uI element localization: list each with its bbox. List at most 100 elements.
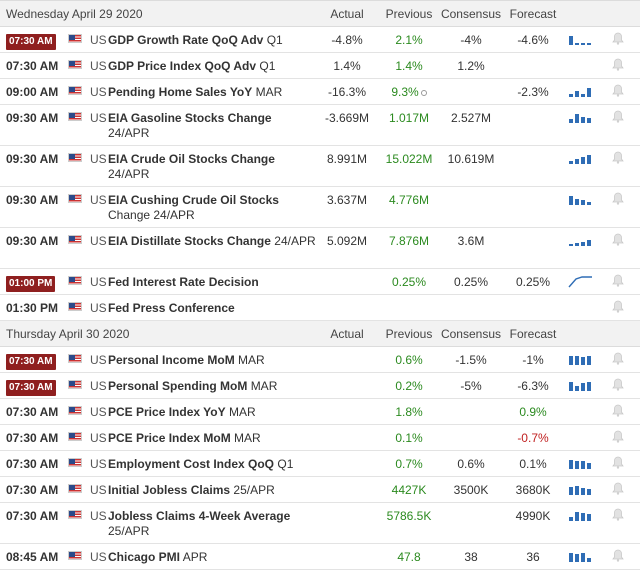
bell-icon[interactable]	[612, 399, 630, 417]
time-text: 08:45 AM	[6, 550, 59, 564]
event-title[interactable]: Personal Income MoM	[108, 353, 235, 367]
event-title[interactable]: EIA Crude Oil Stocks Change	[108, 152, 275, 166]
sparkline[interactable]	[564, 373, 612, 395]
bell-icon[interactable]	[612, 105, 630, 123]
actual-value: 5.092M	[326, 234, 368, 248]
event-title[interactable]: Pending Home Sales YoY	[108, 85, 253, 99]
sparkline[interactable]	[564, 347, 612, 369]
event-name[interactable]: GDP Growth Rate QoQ Adv Q1	[102, 27, 316, 48]
event-row[interactable]: 09:30 AM US EIA Crude Oil Stocks Change 24…	[0, 146, 640, 187]
event-name[interactable]: EIA Cushing Crude Oil Stocks Change 24/A…	[102, 187, 316, 223]
history-bars-icon	[569, 460, 591, 469]
event-name[interactable]: EIA Crude Oil Stocks Change 24/APR	[102, 146, 316, 182]
event-title[interactable]: Fed Press Conference	[108, 301, 235, 315]
event-name[interactable]: Fed Press Conference	[102, 295, 316, 316]
event-row[interactable]: 09:00 AM US Pending Home Sales YoY MAR -16.…	[0, 79, 640, 105]
bell-icon[interactable]	[612, 269, 630, 287]
country-code: US	[90, 457, 107, 471]
event-title[interactable]: Jobless Claims 4-Week Average	[108, 509, 291, 523]
event-name[interactable]: PCE Price Index MoM MAR	[102, 425, 316, 446]
sparkline[interactable]	[564, 53, 612, 58]
sparkline[interactable]	[564, 269, 612, 291]
event-title[interactable]: PCE Price Index MoM	[108, 431, 231, 445]
sparkline[interactable]	[564, 544, 612, 566]
event-title[interactable]: EIA Gasoline Stocks Change	[108, 111, 272, 125]
event-row[interactable]: 07:30 AM US Employment Cost Index QoQ Q1 0.…	[0, 451, 640, 477]
event-row[interactable]: 07:30 AM US PCE Price Index MoM MAR 0.1% -0.…	[0, 425, 640, 451]
forecast-value	[502, 295, 564, 301]
event-title[interactable]: EIA Distillate Stocks Change	[108, 234, 271, 248]
sparkline[interactable]	[564, 451, 612, 473]
sparkline[interactable]	[564, 228, 612, 250]
event-title[interactable]: Initial Jobless Claims	[108, 483, 231, 497]
time-text: 07:30 AM	[6, 509, 59, 523]
event-title[interactable]: EIA Cushing Crude Oil Stocks	[108, 193, 279, 207]
event-row[interactable]: 09:30 AM US EIA Gasoline Stocks Change 24/…	[0, 105, 640, 146]
bell-icon[interactable]	[612, 347, 630, 365]
bell-icon[interactable]	[612, 146, 630, 164]
sparkline[interactable]	[564, 399, 612, 404]
event-name[interactable]: EIA Gasoline Stocks Change 24/APR	[102, 105, 316, 141]
event-name[interactable]: Employment Cost Index QoQ Q1	[102, 451, 316, 472]
info-icon[interactable]	[420, 89, 427, 96]
sparkline[interactable]	[564, 295, 612, 300]
bell-icon[interactable]	[612, 295, 630, 313]
bell-icon[interactable]	[612, 79, 630, 97]
event-row[interactable]: 07:30 AM US Personal Spending MoM MAR 0.2% -…	[0, 373, 640, 399]
event-title[interactable]: GDP Growth Rate QoQ Adv	[108, 33, 264, 47]
sparkline[interactable]	[564, 105, 612, 127]
event-name[interactable]: Chicago PMI APR	[102, 544, 316, 565]
bell-icon[interactable]	[612, 544, 630, 562]
event-name[interactable]: Fed Interest Rate Decision	[102, 269, 316, 290]
sparkline[interactable]	[564, 187, 612, 209]
bell-icon[interactable]	[612, 425, 630, 443]
event-row[interactable]: 07:30 AM US PCE Price Index YoY MAR 1.8% 0.9…	[0, 399, 640, 425]
forecast-value: -2.3%	[517, 85, 549, 99]
sparkline[interactable]	[564, 27, 612, 49]
event-title[interactable]: PCE Price Index YoY	[108, 405, 226, 419]
bell-icon[interactable]	[612, 503, 630, 521]
event-name[interactable]: Pending Home Sales YoY MAR	[102, 79, 316, 100]
us-flag-icon	[62, 399, 82, 415]
event-title[interactable]: Chicago PMI	[108, 550, 181, 564]
actual-value	[316, 451, 378, 457]
event-row[interactable]: 07:30 AM US Personal Income MoM MAR 0.6% -1.…	[0, 347, 640, 373]
event-row[interactable]: 07:30 AM US GDP Growth Rate QoQ Adv Q1 -4.8…	[0, 27, 640, 53]
event-row[interactable]: 08:45 AM US Chicago PMI APR 47.8 38 36	[0, 544, 640, 570]
event-row[interactable]: 09:30 AM US EIA Cushing Crude Oil Stocks C…	[0, 187, 640, 228]
bell-icon[interactable]	[612, 53, 630, 71]
event-name[interactable]: Initial Jobless Claims 25/APR	[102, 477, 316, 498]
event-row[interactable]: 07:30 AM US Jobless Claims 4-Week Average …	[0, 503, 640, 544]
bell-icon[interactable]	[612, 187, 630, 205]
actual-value	[316, 373, 378, 379]
event-name[interactable]: Personal Income MoM MAR	[102, 347, 316, 368]
event-row[interactable]: 01:30 PM US Fed Press Conference	[0, 295, 640, 321]
event-name[interactable]: EIA Distillate Stocks Change 24/APR	[102, 228, 316, 249]
event-row[interactable]: 09:30 AM US EIA Distillate Stocks Change 2…	[0, 228, 640, 269]
sparkline[interactable]	[564, 79, 612, 101]
event-title[interactable]: GDP Price Index QoQ Adv	[108, 59, 257, 73]
event-title[interactable]: Personal Spending MoM	[108, 379, 248, 393]
event-name[interactable]: Jobless Claims 4-Week Average 25/APR	[102, 503, 316, 539]
event-row[interactable]: 01:00 PM US Fed Interest Rate Decision 0.2…	[0, 269, 640, 295]
bell-icon[interactable]	[612, 451, 630, 469]
event-row[interactable]: 07:30 AM US Initial Jobless Claims 25/APR 4…	[0, 477, 640, 503]
previous-value: 4.776M	[378, 187, 440, 207]
event-title[interactable]: Fed Interest Rate Decision	[108, 275, 259, 289]
bell-icon[interactable]	[612, 477, 630, 495]
event-name[interactable]: PCE Price Index YoY MAR	[102, 399, 316, 420]
event-name[interactable]: Personal Spending MoM MAR	[102, 373, 316, 394]
bell-icon[interactable]	[612, 373, 630, 391]
bell-icon[interactable]	[612, 27, 630, 45]
bell-icon[interactable]	[612, 228, 630, 246]
event-title[interactable]: Employment Cost Index QoQ	[108, 457, 275, 471]
time-text: 01:30 PM	[6, 301, 59, 315]
sparkline[interactable]	[564, 503, 612, 525]
event-name[interactable]: GDP Price Index QoQ Adv Q1	[102, 53, 316, 74]
event-time: 07:30 AM	[0, 347, 62, 370]
sparkline[interactable]	[564, 425, 612, 430]
us-flag-icon	[62, 187, 82, 203]
sparkline[interactable]	[564, 146, 612, 168]
event-row[interactable]: 07:30 AM US GDP Price Index QoQ Adv Q1 1.4%…	[0, 53, 640, 79]
sparkline[interactable]	[564, 477, 612, 499]
